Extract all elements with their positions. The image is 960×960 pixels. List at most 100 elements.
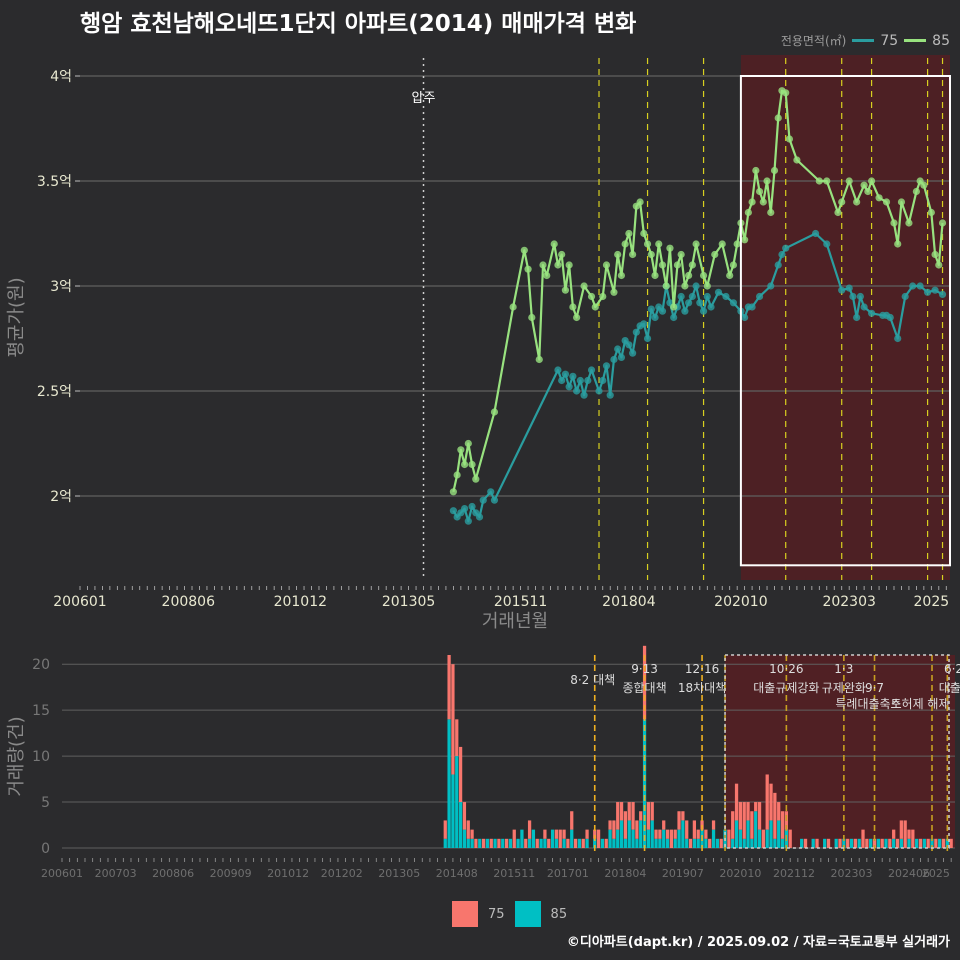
data-point-75	[860, 303, 868, 311]
volume-bar-75	[635, 820, 639, 839]
data-point-75	[640, 320, 648, 328]
data-point-75	[625, 341, 633, 349]
y-axis-label: 평균가(원)	[6, 277, 27, 357]
data-point-75	[670, 313, 678, 322]
volume-x-tick-label: 201907	[662, 867, 704, 880]
volume-bar-85	[750, 838, 754, 848]
data-point-85	[520, 246, 528, 254]
volume-bar-75	[907, 829, 911, 839]
data-point-85	[643, 240, 652, 248]
volume-bar-75	[585, 829, 589, 839]
volume-bar-85	[857, 838, 861, 848]
volume-bar-75	[846, 838, 850, 848]
volume-bar-75	[554, 829, 559, 839]
data-point-75	[569, 372, 577, 380]
volume-bar-75	[558, 829, 562, 848]
volume-bar-75	[616, 802, 620, 830]
annotation-label: 압주	[412, 91, 436, 106]
data-point-75	[722, 292, 730, 301]
volume-bar-75	[788, 829, 792, 848]
data-point-75	[774, 261, 782, 269]
legend-swatch-75	[852, 39, 875, 42]
volume-bar-85	[811, 838, 815, 848]
data-point-75	[580, 391, 588, 399]
policy-label-name: 종합대책	[622, 680, 666, 695]
x-tick-label: 202010	[714, 594, 767, 610]
data-point-75	[696, 299, 704, 307]
data-point-75	[938, 290, 947, 298]
volume-bar-85	[501, 838, 505, 848]
policy-label-date: 12·16	[685, 662, 719, 676]
volume-bar-75	[451, 664, 455, 775]
volume-bar-75	[911, 829, 915, 848]
data-point-85	[610, 288, 618, 296]
data-point-85	[539, 261, 547, 269]
volume-bar-75	[861, 829, 865, 848]
data-point-85	[453, 471, 461, 479]
volume-bar-85	[458, 802, 463, 848]
volume-bar-75	[524, 838, 528, 848]
data-point-75	[703, 292, 711, 301]
data-point-85	[905, 219, 913, 227]
volume-bar-75	[581, 838, 585, 848]
volume-y-tick-label: 20	[32, 657, 50, 673]
data-point-85	[550, 240, 558, 248]
volume-bar-85	[447, 719, 451, 848]
volume-bar-75	[466, 820, 470, 839]
data-point-85	[460, 460, 469, 469]
x-tick-label: 201012	[274, 594, 327, 610]
volume-bar-85	[800, 838, 804, 848]
data-point-75	[714, 288, 723, 296]
volume-bar-85	[562, 838, 566, 848]
bottom-legend-label-85: 85	[550, 906, 568, 922]
volume-x-tick-label: 201202	[321, 867, 363, 880]
data-point-75	[487, 488, 495, 496]
data-point-85	[636, 198, 644, 206]
data-point-75	[629, 349, 637, 357]
price-chart: 2억 2.5억 3억 3.5억 4억 200601 200806 201012 201305 20…	[6, 55, 952, 632]
bottom-legend: 75 85	[452, 901, 567, 927]
volume-bar-85	[738, 829, 743, 848]
data-point-75	[468, 502, 476, 511]
data-point-85	[528, 313, 536, 322]
volume-bar-75	[447, 655, 451, 720]
volume-bar-85	[869, 838, 873, 848]
volume-bar-75	[604, 838, 608, 848]
volume-bar-85	[554, 838, 559, 848]
volume-bar-75	[650, 802, 654, 821]
data-point-85	[685, 271, 693, 280]
x-tick-label: 200601	[53, 594, 106, 610]
policy-label-name: 특례대출축소	[835, 697, 901, 711]
volume-bar-85	[612, 838, 616, 848]
highlight-region	[740, 55, 950, 580]
volume-bar-85	[754, 811, 758, 848]
data-point-85	[931, 250, 939, 259]
volume-bar-85	[455, 756, 459, 848]
volume-bar-85	[619, 820, 624, 848]
volume-bar-85	[692, 838, 697, 848]
data-point-75	[853, 313, 861, 322]
volume-bar-85	[685, 838, 689, 848]
volume-bar-75	[769, 783, 773, 821]
volume-x-tick-label: 201408	[436, 867, 478, 880]
x-axis-label: 거래년월	[482, 611, 548, 632]
volume-bar-75	[654, 829, 658, 839]
volume-bar-75	[462, 802, 467, 830]
volume-bar-85	[899, 838, 903, 848]
data-point-75	[587, 366, 596, 374]
volume-bar-85	[704, 838, 708, 848]
data-point-75	[838, 286, 846, 294]
x-tick-label: 202303	[822, 594, 875, 610]
data-point-75	[565, 383, 573, 391]
volume-bar-75	[547, 838, 551, 848]
legend-swatch-85	[904, 39, 927, 42]
volume-x-tick-label: 200806	[152, 867, 194, 880]
data-point-85	[599, 292, 607, 301]
y-tick-label: 2억	[50, 489, 72, 505]
data-point-85	[703, 282, 711, 290]
volume-bar-75	[566, 838, 570, 848]
y-tick-label: 2.5억	[37, 384, 72, 400]
volume-bar-75	[688, 838, 693, 848]
policy-label-date: 6·27	[944, 662, 960, 676]
